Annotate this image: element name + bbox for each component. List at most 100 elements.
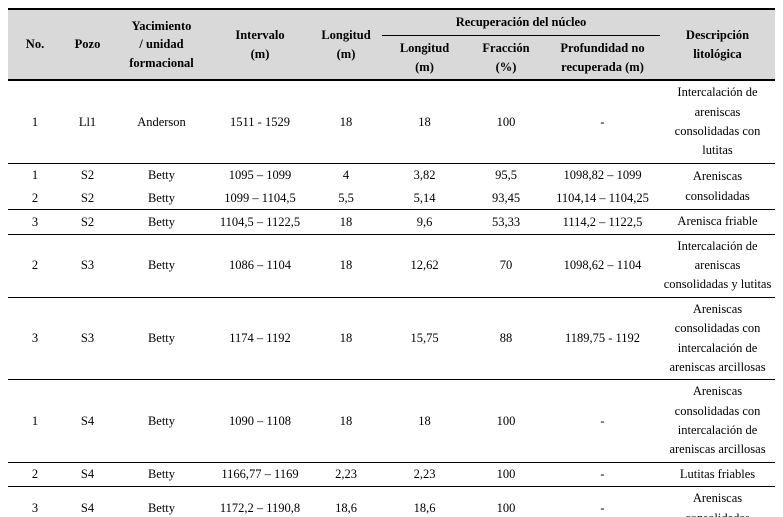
table-row: 1 S4 Betty 1090 – 1108 18 18 100 - Areni…	[8, 379, 776, 463]
cell-longitud: 18	[310, 379, 382, 463]
cell-intervalo: 1174 – 1192	[210, 296, 310, 380]
cell-fraccion: 93,45	[491, 190, 521, 205]
col-header-no: No.	[8, 9, 62, 81]
cell-pozo: S4	[62, 379, 113, 463]
col-header-profundidad: Profundidad no recuperada (m)	[545, 35, 661, 81]
cell-descripcion: Intercalación de areniscas consolidadas …	[660, 79, 776, 164]
cell-yacimiento: Betty	[113, 162, 210, 187]
cell-no: 1	[8, 379, 62, 463]
cell-fraccion: 100	[467, 79, 545, 164]
cell-longitud: 18,6	[310, 486, 382, 517]
cell-longitud: 18	[310, 296, 382, 380]
cell-pozo: S2	[62, 162, 113, 187]
table-row: 3 S3 Betty 1174 – 1192 18 15,75 88 1189,…	[8, 296, 776, 380]
cell-longitud: 18	[310, 79, 382, 164]
cell-no: 1	[8, 79, 62, 164]
cell-descripcion: Areniscas consolidadas con intercalación…	[660, 379, 776, 463]
col-header-recuperacion-group: Recuperación del núcleo	[382, 9, 661, 36]
col-header-fraccion: Fracción (%)	[467, 35, 545, 81]
cell-no: 2	[31, 190, 39, 205]
cell-descripcion: Areniscas consolidadas	[660, 486, 776, 517]
col-header-intervalo: Intervalo (m)	[210, 9, 310, 81]
cell-profundidad: 1189,75 - 1192	[545, 296, 661, 380]
cell-yacimiento: Betty	[113, 461, 210, 487]
cell-fraccion: 95,5	[467, 162, 545, 187]
cell-profundidad: 1098,82 – 1099	[545, 162, 661, 187]
cell-pozo: Ll1	[62, 79, 113, 164]
cell-no: 3	[8, 296, 62, 380]
cell-yacimiento: Betty	[113, 296, 210, 380]
cell-fraccion: 70	[467, 233, 545, 298]
cell-pozo: S4	[62, 461, 113, 487]
table-row: 1 S2 Betty 1095 – 1099 4 3,82 95,5 1098,…	[8, 162, 776, 210]
cell-pozo: S4	[62, 486, 113, 517]
cell-fraccion: 100	[467, 486, 545, 517]
cell-rec-longitud: 15,75	[382, 296, 467, 380]
cell-rec-longitud: 9,6	[382, 209, 467, 235]
cell-rec-longitud: 12,62	[382, 233, 467, 298]
cell-profundidad: 1098,62 – 1104	[545, 233, 661, 298]
table-row: 3 S2 Betty 1104,5 – 1122,5 18 9,6 53,33 …	[8, 209, 776, 235]
cell-longitud: 5,5	[338, 190, 354, 205]
cell-intervalo: 1090 – 1108	[210, 379, 310, 463]
cell-rec-longitud: 18,6	[382, 486, 467, 517]
cell-fraccion: 53,33	[467, 209, 545, 235]
cell-yacimiento: Betty	[113, 486, 210, 517]
cell-no: 2	[8, 461, 62, 487]
cell-longitud: 2,23	[310, 461, 382, 487]
cell-rec-longitud: 5,14	[413, 190, 436, 205]
cell-descripcion: Arenisca friable	[660, 209, 776, 235]
col-header-longitud: Longitud (m)	[310, 9, 382, 81]
col-header-descripcion: Descripción litológica	[660, 9, 776, 81]
cell-yacimiento: Betty	[113, 233, 210, 298]
cell-profundidad: -	[545, 379, 661, 463]
cell-longitud: 18	[310, 209, 382, 235]
core-recovery-table: No. Pozo Yacimiento / unidad formacional…	[8, 8, 776, 517]
cell-intervalo: 1172,2 – 1190,8	[210, 486, 310, 517]
cell-intervalo: 1104,5 – 1122,5	[210, 209, 310, 235]
cell-no: 1	[8, 162, 62, 187]
cell-rec-longitud: 2,23	[382, 461, 467, 487]
col-header-rec-longitud: Longitud (m)	[382, 35, 467, 81]
cell-longitud: 4	[310, 162, 382, 187]
table-header: No. Pozo Yacimiento / unidad formacional…	[8, 9, 776, 81]
cell-no: 2	[8, 233, 62, 298]
cell-profundidad: 1104,14 – 1104,25	[556, 190, 649, 205]
cell-intervalo: 1086 – 1104	[210, 233, 310, 298]
cell-descripcion: Areniscas consolidadas	[660, 162, 776, 210]
cell-descripcion: Lutitas friables	[660, 461, 776, 487]
col-header-yacimiento: Yacimiento / unidad formacional	[113, 9, 210, 81]
cell-intervalo: 1099 – 1104,5	[224, 190, 296, 205]
cell-rec-longitud: 3,82	[382, 162, 467, 187]
cell-no: 3	[8, 486, 62, 517]
cell-profundidad: 1114,2 – 1122,5	[545, 209, 661, 235]
cell-yacimiento: Anderson	[113, 79, 210, 164]
table-row: 1 Ll1 Anderson 1511 - 1529 18 18 100 - I…	[8, 79, 776, 164]
cell-yacimiento: Betty	[113, 379, 210, 463]
cell-descripcion: Areniscas consolidadas con intercalación…	[660, 296, 776, 380]
col-header-pozo: Pozo	[62, 9, 113, 81]
cell-fraccion: 88	[467, 296, 545, 380]
cell-yacimiento: Betty	[113, 209, 210, 235]
cell-profundidad: -	[545, 79, 661, 164]
cell-pozo: S3	[62, 296, 113, 380]
cell-fraccion: 100	[467, 379, 545, 463]
cell-fraccion: 100	[467, 461, 545, 487]
cell-rec-longitud: 18	[382, 79, 467, 164]
table-row: 2 S2 Betty 1099 – 1104,5 5,5 5,14 93,45 …	[8, 187, 775, 210]
cell-profundidad: -	[545, 486, 661, 517]
table-row: 3 S4 Betty 1172,2 – 1190,8 18,6 18,6 100…	[8, 486, 776, 517]
cell-pozo: S2	[80, 190, 95, 205]
table-body: 1 Ll1 Anderson 1511 - 1529 18 18 100 - I…	[8, 79, 776, 517]
cell-descripcion: Intercalación de areniscas consolidadas …	[660, 233, 776, 298]
cell-pozo: S3	[62, 233, 113, 298]
cell-pozo: S2	[62, 209, 113, 235]
table-row: 2 S3 Betty 1086 – 1104 18 12,62 70 1098,…	[8, 233, 776, 298]
cell-rec-longitud: 18	[382, 379, 467, 463]
cell-longitud: 18	[310, 233, 382, 298]
cell-yacimiento: Betty	[147, 190, 176, 205]
cell-intervalo: 1166,77 – 1169	[210, 461, 310, 487]
cell-intervalo: 1095 – 1099	[210, 162, 310, 187]
cell-intervalo: 1511 - 1529	[210, 79, 310, 164]
